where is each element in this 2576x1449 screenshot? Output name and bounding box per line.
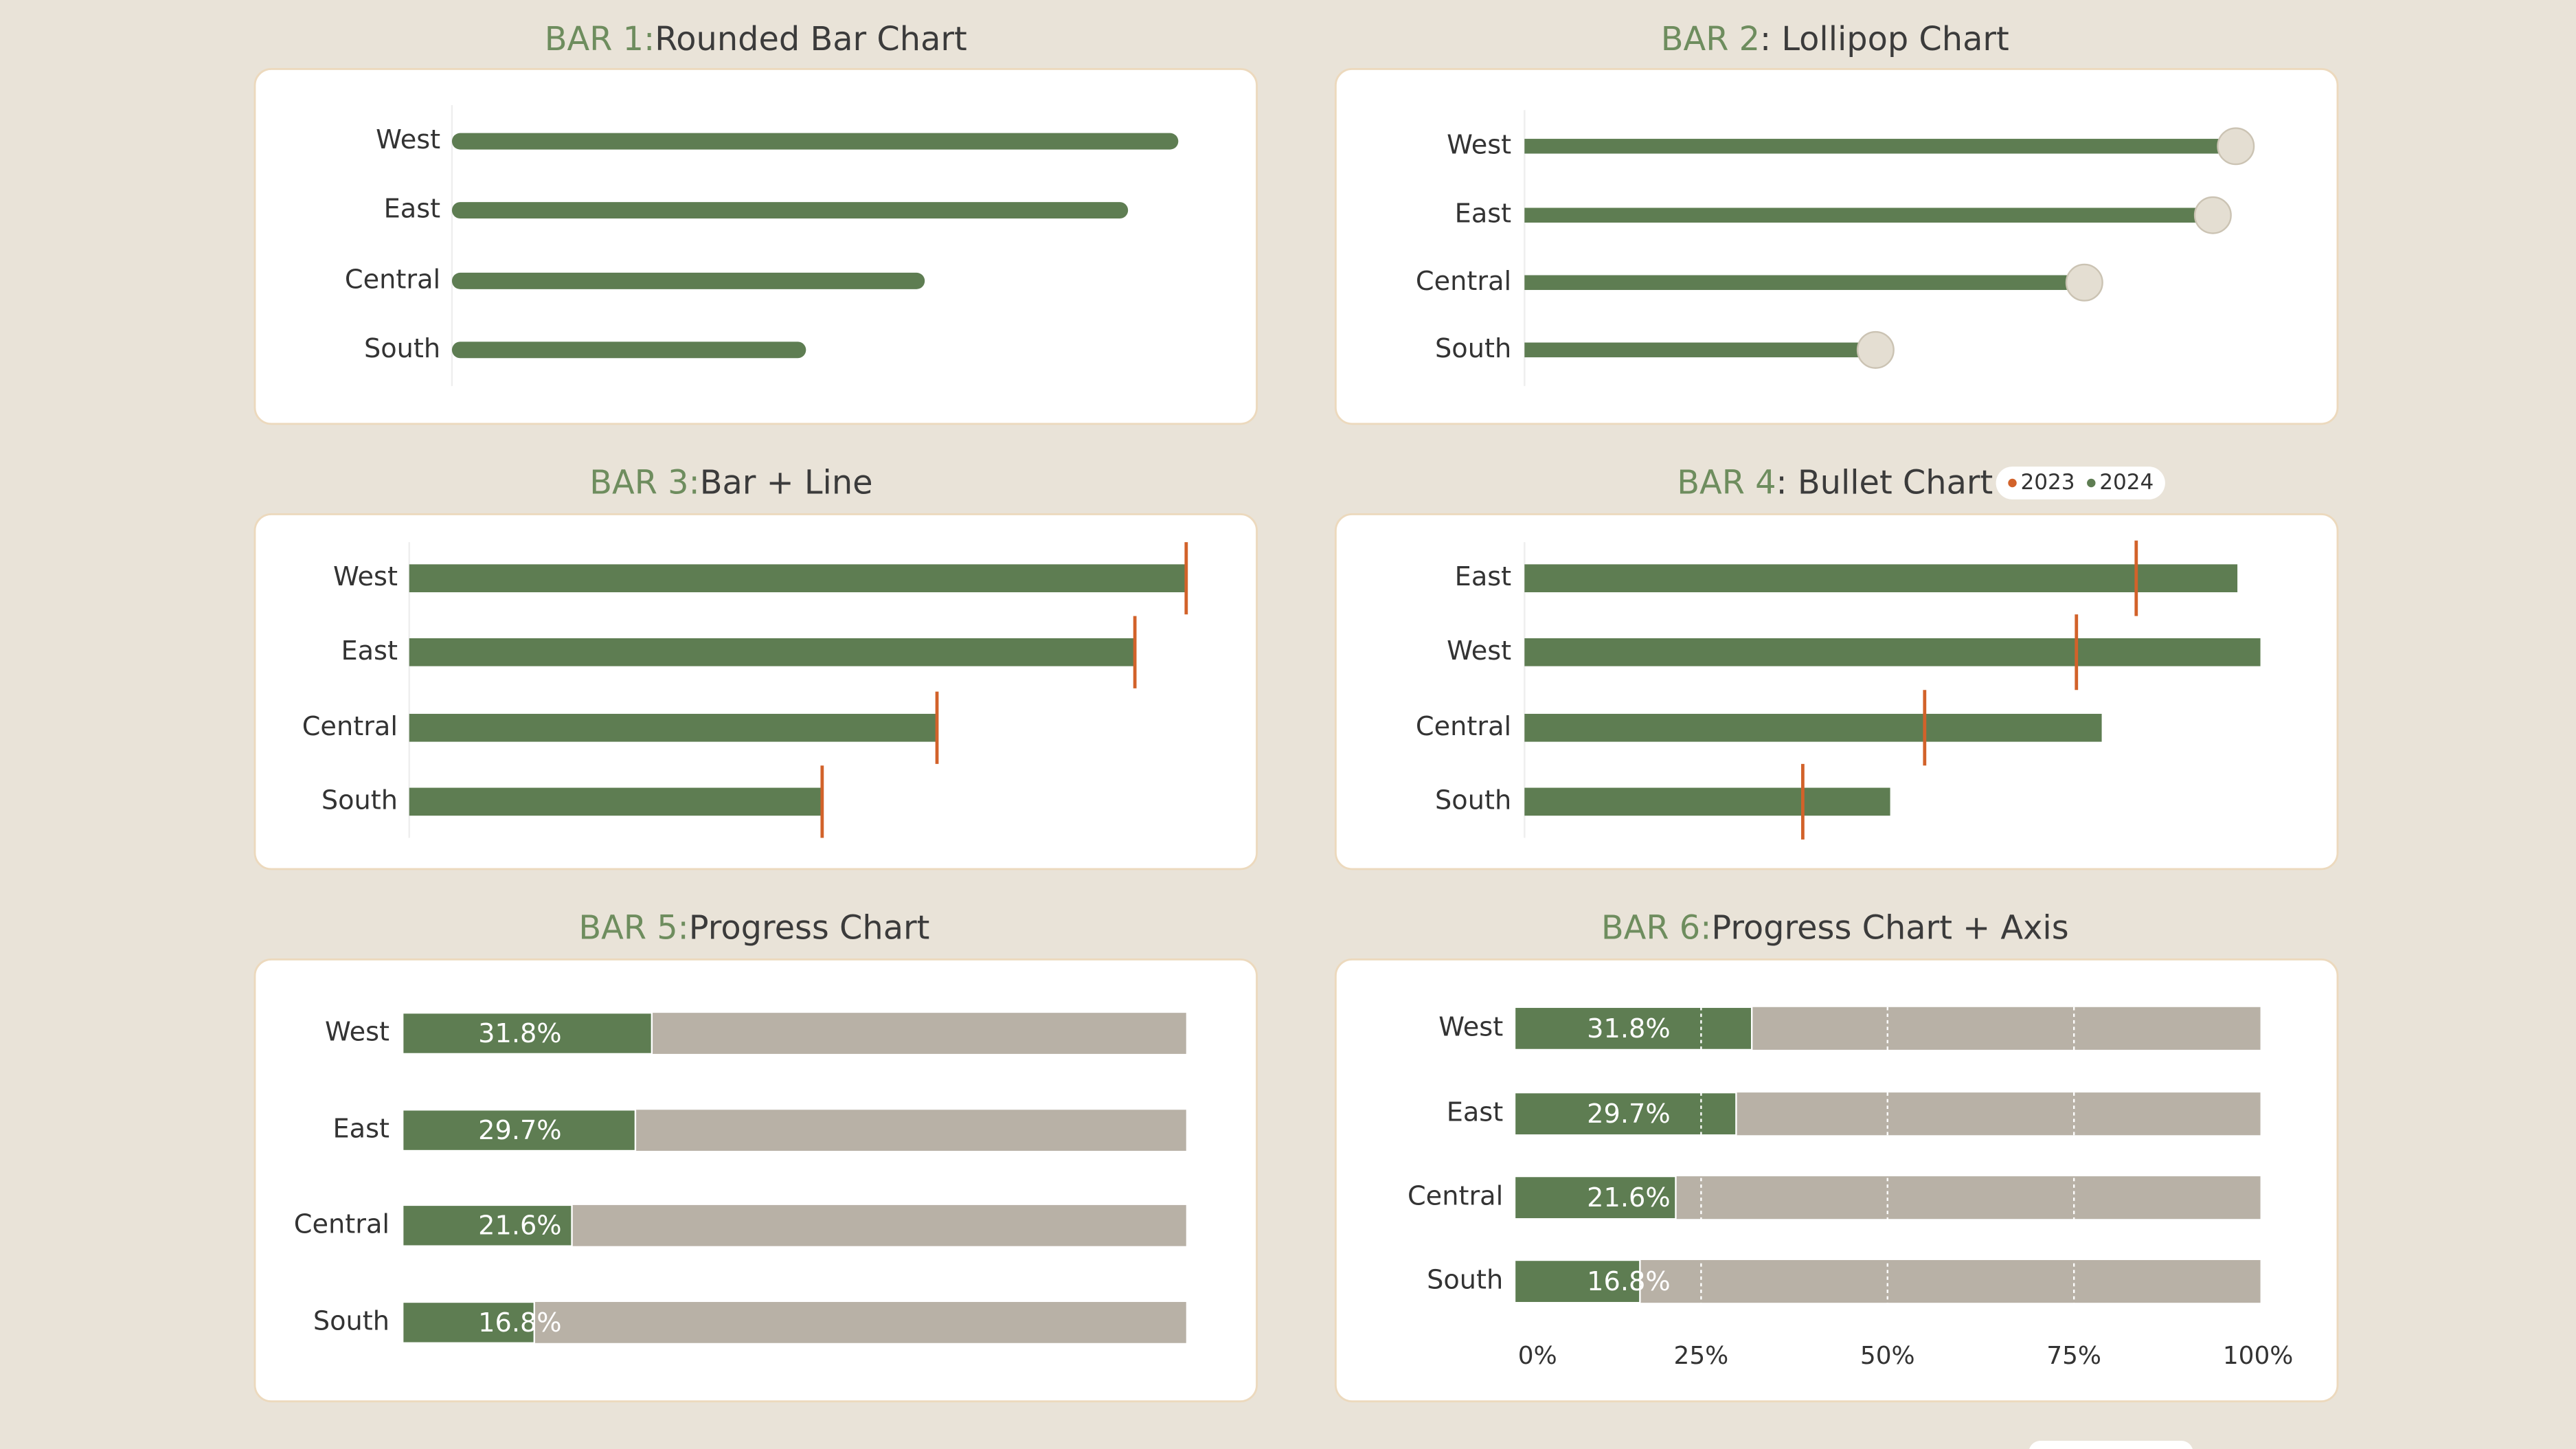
panel [253,958,1258,1403]
bar [1524,275,2085,291]
category-label: South [1427,1265,1503,1296]
category-label: South [313,1305,389,1336]
title-text: Rounded Bar Chart [655,21,967,58]
title-label: BAR 5: [578,909,688,947]
x-tick-label: 75% [2046,1342,2101,1370]
progress-bar [401,1204,573,1247]
x-tick-label: 100% [2223,1342,2294,1370]
category-label: West [325,1017,389,1048]
bar [1524,638,2261,666]
category-label: West [376,124,440,155]
progress-bar [401,1109,637,1152]
partial-button[interactable] [2029,1441,2193,1449]
value-label: 21.6% [478,1211,562,1242]
bar [1524,207,2213,223]
title-text: Progress Chart + Axis [1711,909,2068,947]
bar [1524,787,1890,816]
legend-label: 2024 [2099,470,2154,495]
title-text: Progress Chart [689,909,930,947]
chart-title: BAR 3:Bar + Line [589,464,872,502]
value-label: 31.8% [478,1018,562,1049]
bar [1524,342,1876,358]
category-label: Central [294,1209,389,1239]
category-label: West [1447,636,1511,666]
category-label: East [1455,199,1512,229]
panel [1334,513,2339,870]
category-label: South [1435,785,1511,816]
bar [409,638,1136,666]
bar [451,133,1179,150]
panel [1334,67,2339,425]
panel [253,513,1258,870]
progress-bar [1513,1175,1677,1220]
category-label: South [321,785,398,816]
progress-bar [1513,1006,1753,1051]
category-label: West [1447,129,1511,160]
progress-bar [401,1011,653,1055]
legend-box [1996,467,2165,499]
category-label: South [364,333,440,364]
title-label: BAR 3: [589,464,699,502]
bar [1524,713,2102,742]
title-label: BAR 4 [1677,464,1776,502]
chart-title: BAR 4: Bullet Chart [1677,464,1993,502]
value-label: 29.7% [478,1115,562,1146]
chart-title: BAR 6:Progress Chart + Axis [1601,909,2069,947]
bar [451,272,925,289]
chart-title: BAR 5:Progress Chart [578,909,929,947]
category-label: South [1435,333,1511,364]
category-label: East [384,194,441,225]
chart-title: BAR 2: Lollipop Chart [1661,21,2009,58]
lollipop-head [2217,127,2255,166]
value-label: 16.8% [1587,1266,1671,1297]
category-label: Central [345,264,440,295]
value-label: 29.7% [1587,1099,1671,1130]
value-label: 21.6% [1587,1182,1671,1213]
x-tick-label: 25% [1674,1342,1729,1370]
bar [451,202,1129,219]
category-label: Central [302,711,398,742]
x-tick-label: 50% [1860,1342,1915,1370]
category-label: Central [1416,266,1511,297]
title-label: BAR 6: [1601,909,1711,947]
progress-bar [401,1301,535,1344]
progress-bar [1513,1091,1737,1136]
category-label: West [333,561,398,592]
bar [1524,564,2238,593]
category-label: Central [1416,711,1511,742]
bar [409,787,822,816]
chart-title: BAR 1:Rounded Bar Chart [545,21,967,58]
lollipop-head [2065,263,2103,302]
progress-bar [1513,1259,1641,1304]
category-label: Central [1408,1181,1503,1212]
value-label: 16.8% [478,1307,562,1338]
category-label: East [1447,1097,1504,1128]
panel [253,67,1258,425]
bar [409,713,938,742]
category-label: East [1455,561,1512,592]
bar [409,564,1186,593]
category-label: East [332,1114,389,1145]
title-text: Bar + Line [700,464,873,502]
title-label: BAR 1: [545,21,655,58]
category-label: East [341,636,398,666]
legend-label: 2023 [2020,470,2075,495]
legend-swatch [2087,478,2096,488]
lollipop-head [2193,196,2232,234]
bar [451,341,806,359]
x-tick-label: 0% [1518,1342,1557,1370]
title-text: : Lollipop Chart [1760,21,2009,58]
lollipop-head [1856,330,1895,369]
value-label: 31.8% [1587,1013,1671,1044]
title-label: BAR 2 [1661,21,1760,58]
title-text: : Bullet Chart [1776,464,1993,502]
bar [1524,139,2236,154]
category-label: West [1438,1011,1503,1042]
legend-swatch [2008,478,2017,488]
